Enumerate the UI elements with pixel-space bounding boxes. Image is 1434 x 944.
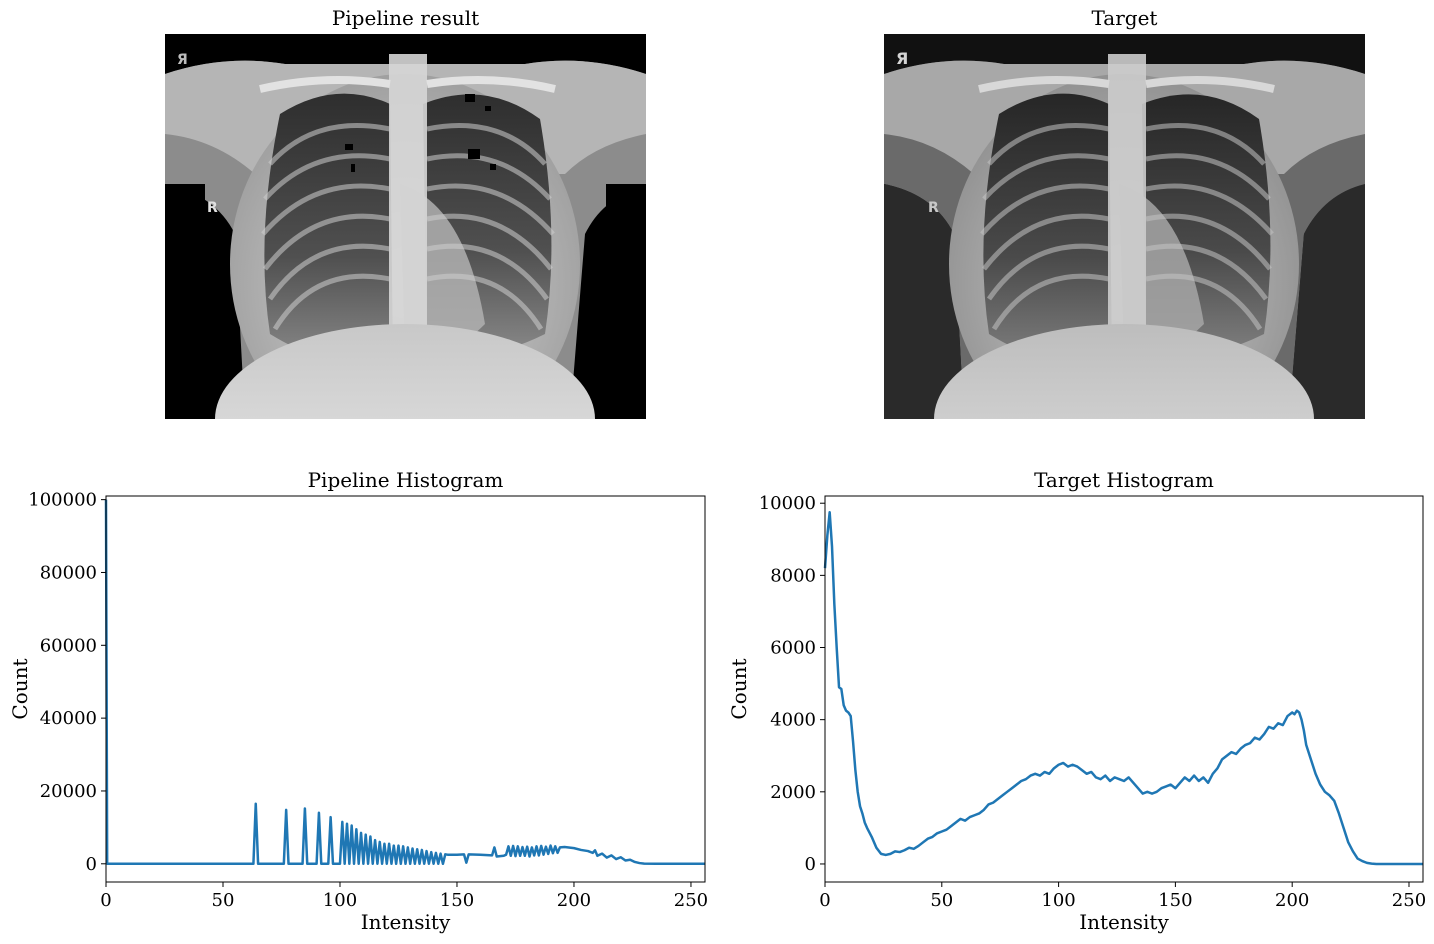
pipeline-y-tick-label: 80000 xyxy=(40,562,97,583)
target-x-axis-label: Intensity xyxy=(1079,910,1169,934)
pipeline-x-tick-label: 0 xyxy=(100,890,111,911)
pipeline-corner-marker: Я xyxy=(177,52,188,68)
target-corner-marker: Я xyxy=(896,49,908,68)
target-axes-frame xyxy=(824,495,1424,883)
pipeline-y-tick-label: 20000 xyxy=(40,781,97,802)
target-image-title: Target xyxy=(1091,6,1158,30)
pipeline-y-tick-label: 40000 xyxy=(40,708,97,729)
target-x-tick-label: 50 xyxy=(930,890,953,911)
pipeline-x-tick-label: 200 xyxy=(557,890,591,911)
pipeline-x-tick-label: 100 xyxy=(323,890,357,911)
target-y-tick-label: 6000 xyxy=(770,638,816,659)
pipeline-y-tick-label: 0 xyxy=(86,854,97,875)
target-x-tick-label: 200 xyxy=(1275,890,1309,911)
pipeline-x-tick-label: 50 xyxy=(212,890,235,911)
pipeline-x-tick-label: 150 xyxy=(440,890,474,911)
pipeline-result-title: Pipeline result xyxy=(331,6,480,30)
pipeline-y-axis-label: Count xyxy=(8,658,32,719)
target-y-tick-label: 8000 xyxy=(770,565,816,586)
target-image: R Я xyxy=(884,34,1365,419)
target-x-tick-label: 0 xyxy=(819,890,830,911)
pipeline-axes-frame xyxy=(105,495,706,883)
target-series-line-0 xyxy=(823,510,1423,866)
target-x-tick-label: 100 xyxy=(1041,890,1075,911)
target-x-tick-label: 150 xyxy=(1158,890,1192,911)
pipeline-series-line-0 xyxy=(104,499,705,866)
pipeline-histogram-title: Pipeline Histogram xyxy=(308,468,504,492)
target-y-tick-label: 0 xyxy=(805,854,816,875)
target-y-tick-label: 4000 xyxy=(770,710,816,731)
pipeline-y-tick-label: 100000 xyxy=(28,490,97,511)
target-y-axis-label: Count xyxy=(727,658,751,719)
target-xray-graphic: R Я xyxy=(884,34,1365,419)
target-x-tick-label: 250 xyxy=(1392,890,1426,911)
target-side-marker: R xyxy=(928,200,939,216)
pipeline-side-marker: R xyxy=(207,200,218,216)
target-histogram-title: Target Histogram xyxy=(1034,468,1214,492)
target-y-tick-label: 2000 xyxy=(770,782,816,803)
pipeline-y-tick-label: 60000 xyxy=(40,635,97,656)
target-y-tick-label: 10000 xyxy=(759,493,816,514)
pipeline-x-axis-label: Intensity xyxy=(361,910,451,934)
pipeline-xray-graphic: R Я xyxy=(165,34,646,419)
pipeline-result-image: R Я xyxy=(165,34,646,419)
pipeline-x-tick-label: 250 xyxy=(674,890,708,911)
